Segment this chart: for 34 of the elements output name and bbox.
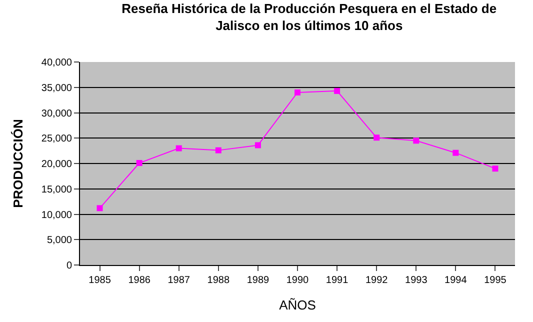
point [492,166,498,172]
y-tick-label: 5,000 [46,235,72,246]
point [294,89,300,96]
y-tick-label: 10,000 [41,210,72,221]
point [452,150,459,156]
point [176,145,182,152]
y-tick-label: 25,000 [41,134,72,145]
y-tick-label: 30,000 [41,108,72,120]
x-tick-label: 1991 [326,275,349,286]
point [96,205,103,212]
y-tick-label: 0 [66,260,72,272]
y-axis-title: PRODUCCIÓN [10,119,26,208]
x-tick-label: 1989 [246,275,270,286]
y-tick-label: 20,000 [41,159,72,170]
x-tick-label: 1993 [405,275,428,286]
x-tick-label: 1988 [207,275,230,286]
point [254,142,261,148]
point [215,147,222,154]
y-tick-label: 35,000 [41,82,72,94]
point [374,134,380,141]
x-tick-label: 1992 [365,275,388,286]
x-tick-label: 1987 [168,275,190,286]
point [334,88,340,94]
x-tick-label: 1986 [128,275,151,286]
x-tick-label: 1985 [88,275,112,286]
x-tick-label: 1994 [444,275,468,286]
point [413,138,420,144]
x-tick-label: 1990 [286,275,310,286]
y-tick-label: 40,000 [41,58,72,68]
x-axis-title: AÑOS [279,298,316,313]
chart-title: Reseña Histórica de la Producción Pesquera en el Estado de Jalisco en los últimos 10 años [122,0,497,33]
y-tick-label: 15,000 [41,184,72,196]
x-tick-label: 1995 [484,275,507,286]
point [136,160,142,166]
